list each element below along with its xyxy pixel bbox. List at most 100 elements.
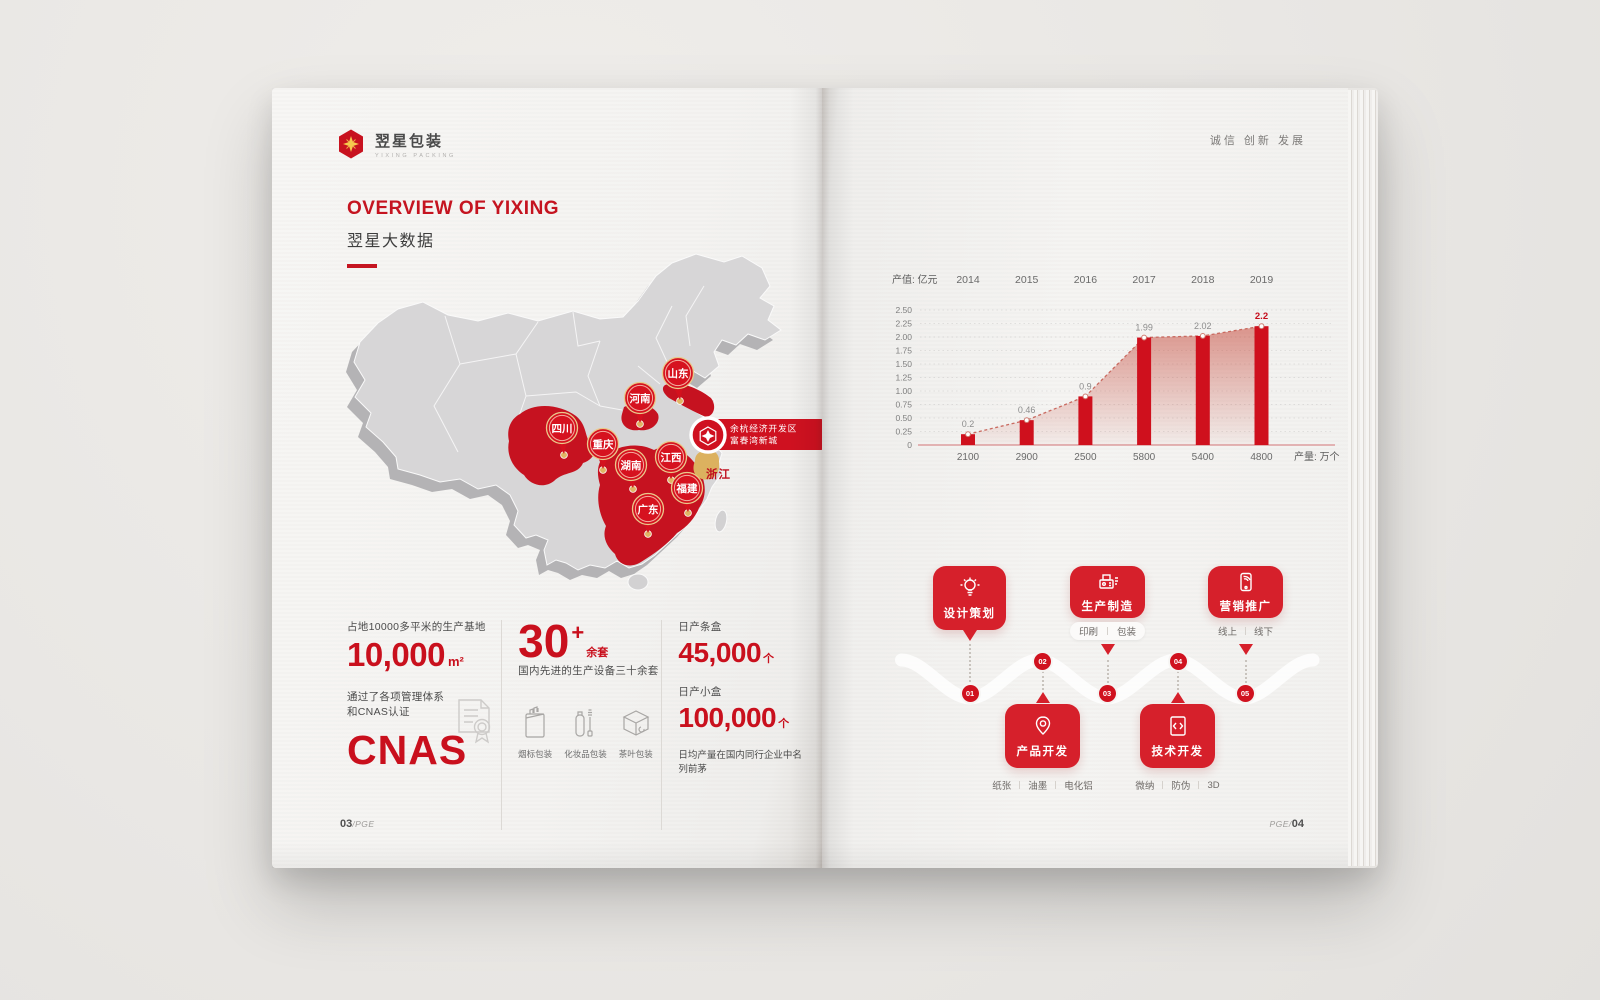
process-flow: 设计策划 生产制造 印刷 包装 [880,538,1320,818]
header-motto: 诚信 创新 发展 [1209,135,1306,147]
equip-unit: 余套 [586,646,609,659]
pin-inner-ring [589,430,617,458]
map-pin: 山东 [661,356,695,405]
sub-label: 包装 [1117,627,1137,638]
category-label: 茶叶包装 [618,749,653,760]
cosmetics-icon [575,709,594,738]
area-unit: m² [447,653,464,669]
page-number-left: 03/PGE [340,818,375,830]
process-label: 产品开发 [1016,745,1069,758]
pin-label: 山东 [668,367,689,380]
bulb-icon [960,577,979,596]
process-card-product-dev: 产品开发 [1005,704,1080,768]
sub-label: 线上 [1217,627,1237,638]
daily-label-0: 日产条盒 [678,621,722,633]
map-pin: 湖南 [614,448,648,493]
pin-label: 江西 [661,451,682,464]
page-number-right-prefix: PGE/ [1269,819,1292,829]
step-badge-05: 05 [1236,684,1254,702]
stat-col-daily: 日产条盒 45,000 个 日产小盒 100,000 个 日均产量在国内同行企业中名… [661,620,802,830]
category-label: 化妆品包装 [564,749,607,760]
pin-label: 福建 [676,482,698,495]
production-icon [1098,573,1118,589]
page-number-left-value: 03 [340,818,353,830]
sub-label: 线下 [1254,627,1274,638]
year-label: 2017 [1132,274,1156,286]
callout-line2: 富春湾新城 [730,435,778,446]
pin-bubble [670,471,704,505]
category-cosmetics: 化妆品包装 [564,705,607,760]
value-label: 1.99 [1135,323,1153,333]
pin-label: 广东 [638,503,659,516]
cert-line2: 和CNAS认证 [347,706,410,719]
year-label: 2018 [1191,274,1215,286]
title-underline [347,264,377,268]
logo-hexagon-star-icon [339,129,363,159]
area-label: 占地10000多平米的生产基地 [347,621,486,633]
equip-value: 30 [518,615,570,667]
data-point [1023,417,1030,424]
process-label: 设计策划 [943,607,996,620]
production-subs: 印刷 包装 [1070,622,1145,640]
connector-line [1107,660,1109,683]
y-tick-label: 2.25 [895,319,912,329]
y-tick-label: 0.25 [895,427,912,437]
page-title-cn: 翌星大数据 [347,233,435,250]
logo-name-en: YIXING PACKING [375,152,456,159]
y-tick-label: 1.75 [895,346,912,356]
process-card-design: 设计策划 [933,566,1006,630]
pin-bubble [623,381,657,415]
bar [1137,337,1152,445]
page-stack-edge [1348,90,1378,866]
zhejiang-province [693,449,720,480]
data-point [1082,393,1089,400]
bar [1019,420,1034,445]
pin-bubble [614,448,648,482]
step-badge-01: 01 [961,684,979,702]
equip-label: 国内先进的生产设备三十余套 [518,664,659,677]
logo-name-cn: 翌星包装 [375,132,444,150]
certificate-icon [458,698,491,744]
value-label: 0.46 [1018,405,1036,415]
year-label: 2014 [956,274,980,286]
x-axis-caption: 产量: 万个 [1294,450,1340,463]
category-cigarette: 烟标包装 [518,705,552,760]
page-right: 诚信 创新 发展 产值: 亿元 2014 2015 2016 2017 2018 2019 0… [822,88,1348,868]
area-value: 10,000 [347,635,445,673]
y-tick-label: 0 [907,440,912,450]
pointer-down [962,630,977,641]
volume-label: 2100 [957,452,980,463]
pin-inner-ring [617,451,645,479]
daily-value-1: 100,000 [678,702,777,734]
sub-label: 3D [1207,779,1220,791]
volume-label: 2900 [1016,452,1039,463]
y-tick-label: 0.75 [895,400,912,410]
year-label: 2019 [1250,274,1274,286]
pin-label: 河南 [630,392,651,405]
y-tick-label: 1.50 [895,359,912,369]
sub-label: 微纳 [1135,781,1155,792]
pin-inner-ring [664,359,692,387]
y-tick-label: 1.00 [895,386,912,396]
map-pin: 江西 [654,440,688,484]
stat-col-base: 占地10000多平米的生产基地 10,000 m² 通过了各项管理体系 和CNAS… [347,620,501,830]
marketing-subs: 线上 线下 [1208,624,1283,638]
year-label: 2015 [1015,274,1039,286]
map-pin: 四川 [545,411,579,459]
daily-unit-1: 个 [778,718,790,731]
year-label: 2016 [1074,274,1098,286]
daily-label-1: 日产小盒 [678,686,722,699]
category-tea: 茶叶包装 [619,705,653,760]
tea-box-icon [622,710,650,737]
bar [1254,326,1269,445]
pin-inner-ring [626,384,654,412]
map-pin: 福建 [670,471,704,517]
cert-value: CNAS [347,727,468,774]
daily-value-0: 45,000 [678,636,762,668]
process-card-marketing: 营销推广 [1208,566,1283,618]
process-label: 技术开发 [1151,745,1204,758]
zhejiang-label: 浙江 [706,467,731,481]
cert-line1: 通过了各项管理体系 [347,690,445,703]
connector-line [1177,671,1179,690]
map-pin: 重庆 [586,427,620,474]
